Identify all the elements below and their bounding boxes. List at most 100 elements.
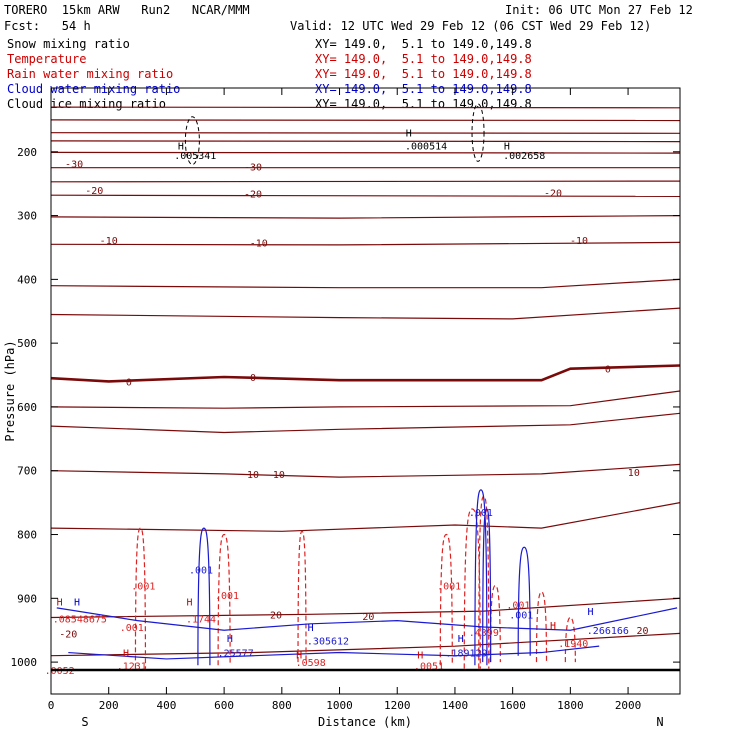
cloud-water-label: .001 xyxy=(469,508,493,519)
isotherm-line xyxy=(50,390,681,409)
rain-label: .0052 xyxy=(45,666,75,677)
x-tick-label: 1400 xyxy=(442,699,469,712)
isotherm-line xyxy=(50,180,681,183)
high-marker: H xyxy=(504,141,510,152)
isotherm-line xyxy=(50,194,681,197)
rain-label: .1744 xyxy=(186,615,216,626)
x-tick-label: 600 xyxy=(214,699,234,712)
high-marker: H xyxy=(57,598,63,609)
x-tick-label: 1600 xyxy=(499,699,526,712)
high-marker: H xyxy=(588,607,594,618)
isotherm-label: 10 xyxy=(628,468,640,479)
rain-contour xyxy=(535,591,548,663)
rain-label: .001 xyxy=(506,601,530,612)
high-marker: H xyxy=(74,598,80,609)
isotherm-label: -30 xyxy=(244,162,262,173)
cloud-water-contour xyxy=(56,607,678,631)
y-tick-label: 500 xyxy=(17,337,37,350)
rain-contour xyxy=(217,533,231,666)
model-title: TORERO 15km ARW Run2 NCAR/MMM xyxy=(4,3,250,17)
rain-label: .001 xyxy=(131,582,155,593)
snow-label: .005341 xyxy=(174,151,216,162)
rain-contour xyxy=(297,530,307,663)
isotherm-line xyxy=(50,132,681,134)
isotherm-label: 10 xyxy=(247,470,259,481)
isotherm-label: -10 xyxy=(250,238,268,249)
snow-contour xyxy=(184,116,200,166)
isotherm-label: 0 xyxy=(250,373,256,384)
y-axis-label: Pressure (hPa) xyxy=(3,340,17,441)
y-tick-label: 800 xyxy=(17,529,37,542)
high-marker: H xyxy=(406,129,412,140)
isotherm-line xyxy=(50,632,681,657)
rain-label: .001 xyxy=(120,623,144,634)
y-tick-label: 1000 xyxy=(11,656,38,669)
isotherm-label: -20 xyxy=(544,189,562,200)
high-marker: H xyxy=(123,649,129,660)
cloud-water-label: .001 xyxy=(509,610,533,621)
x-tick-label: 2000 xyxy=(615,699,642,712)
field-name: Rain water mixing ratio xyxy=(7,67,174,81)
high-marker: H xyxy=(186,598,192,609)
x-tick-label: 200 xyxy=(99,699,119,712)
isotherm-line xyxy=(50,215,681,219)
cloud-water-label: .001 xyxy=(189,566,213,577)
field-xy-range: XY= 149.0, 5.1 to 149.0,149.8 xyxy=(315,82,532,96)
x-tick-label: 0 xyxy=(48,699,55,712)
x-tick-label: 1800 xyxy=(557,699,584,712)
isotherm-line xyxy=(50,119,681,122)
high-marker: H xyxy=(296,650,302,661)
y-tick-label: 600 xyxy=(17,401,37,414)
rain-contour xyxy=(489,584,501,663)
rain-label: .4399 xyxy=(469,628,499,639)
init-time: Init: 06 UTC Mon 27 Feb 12 xyxy=(505,3,693,17)
x-tick-label: 800 xyxy=(272,699,292,712)
cloud-water-label: .189129 xyxy=(445,649,487,660)
forecast-hour: Fcst: 54 h xyxy=(4,19,91,33)
high-marker: H xyxy=(417,650,423,661)
cloud-water-contour xyxy=(482,508,492,663)
x-tick-label: 400 xyxy=(156,699,176,712)
y-tick-label: 700 xyxy=(17,465,37,478)
rain-contour xyxy=(439,533,453,666)
isotherm-line xyxy=(50,412,681,434)
field-name: Snow mixing ratio xyxy=(7,37,130,51)
isotherm-label: 20 xyxy=(362,612,374,623)
isotherm-line xyxy=(50,307,681,320)
isotherm-line xyxy=(50,597,681,619)
cloud-water-label: .25577 xyxy=(218,649,254,660)
y-tick-label: 200 xyxy=(17,146,37,159)
high-marker: H xyxy=(458,634,464,645)
rain-label: .08548675 xyxy=(53,615,107,626)
cloud-water-contour xyxy=(517,546,531,656)
x-tick-label: 1000 xyxy=(326,699,353,712)
isotherm-line xyxy=(50,502,681,532)
y-tick-label: 300 xyxy=(17,210,37,223)
y-tick-label: 900 xyxy=(17,592,37,605)
isotherm-line xyxy=(50,278,681,289)
high-marker: H xyxy=(308,623,314,634)
isotherm-line xyxy=(50,140,681,143)
isotherm-line xyxy=(50,241,681,246)
x-axis-label: Distance (km) xyxy=(318,715,412,729)
isotherm-line xyxy=(50,151,681,154)
snow-label: .000514 xyxy=(405,141,447,152)
rain-label: .0051 xyxy=(414,661,444,672)
rain-label: .1940 xyxy=(558,639,588,650)
high-marker: H xyxy=(178,141,184,152)
isotherm-label: -10 xyxy=(570,236,588,247)
field-xy-range: XY= 149.0, 5.1 to 149.0,149.8 xyxy=(315,67,532,81)
plot-frame xyxy=(50,87,681,695)
isotherm-label: -20 xyxy=(59,629,77,640)
rain-contour xyxy=(564,616,576,663)
isotherm-label: -30 xyxy=(65,159,83,170)
isotherm-line xyxy=(50,364,681,383)
snow-label: .002658 xyxy=(503,151,545,162)
isotherm-label: -20 xyxy=(244,189,262,200)
x-axis-south-label: S xyxy=(81,715,88,729)
rain-label: .001 xyxy=(215,591,239,602)
high-marker: H xyxy=(550,621,556,632)
high-marker: H xyxy=(227,634,233,645)
rain-contour xyxy=(463,508,481,669)
